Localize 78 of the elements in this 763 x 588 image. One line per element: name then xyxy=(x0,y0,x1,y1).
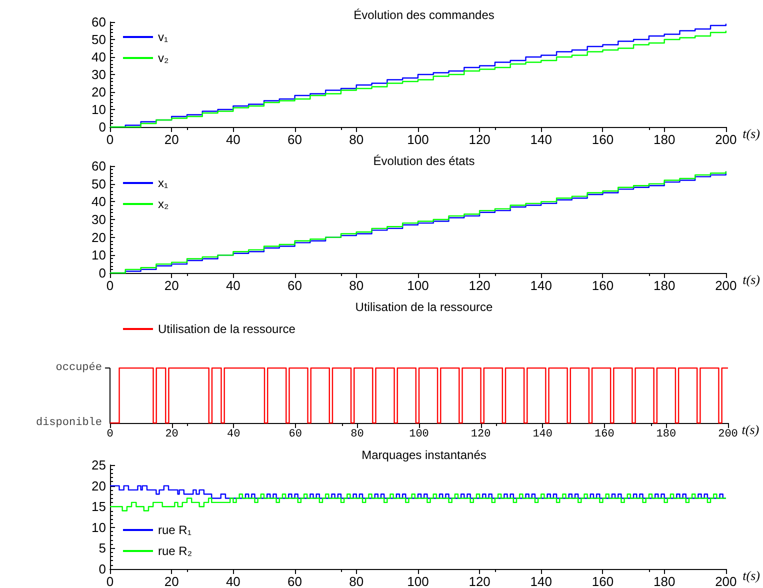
x-tick-label: 160 xyxy=(592,278,614,293)
x-tick-label: 40 xyxy=(226,132,240,147)
y-tick-label: 60 xyxy=(92,158,106,174)
legend-label: rue R₂ xyxy=(158,544,192,558)
y-tick-label: 0 xyxy=(98,120,106,134)
y-tick-label: 40 xyxy=(92,194,106,210)
x-axis-title: t(s) xyxy=(742,272,760,287)
x-tick-label: 20 xyxy=(165,428,178,440)
x-tick-label: 120 xyxy=(470,428,491,440)
legend-label: x₁ xyxy=(158,176,168,190)
x-tick-label: 100 xyxy=(407,132,429,147)
y-tick-label: 5 xyxy=(98,540,106,556)
legend-label: rue R₁ xyxy=(158,523,192,537)
x-tick-label: 160 xyxy=(592,574,614,588)
x-tick-label: 80 xyxy=(349,132,364,147)
x-tick-label: 180 xyxy=(653,132,676,147)
y-tick-label: 10 xyxy=(92,520,106,535)
x-tick-label: 100 xyxy=(407,278,429,293)
x-tick-label: 80 xyxy=(350,428,364,440)
x-tick-label: 180 xyxy=(656,428,676,440)
x-tick-label: 160 xyxy=(592,132,614,147)
legend-label: v₁ xyxy=(158,30,168,44)
y-tick-label: 20 xyxy=(92,84,106,100)
x-tick-label: 20 xyxy=(164,574,179,588)
x-tick-label: 80 xyxy=(349,278,364,293)
x-tick-label: 60 xyxy=(288,132,302,147)
y-tick-label: 50 xyxy=(92,32,106,47)
x-tick-label: 60 xyxy=(288,278,302,293)
chart-title: Marquages instantanés xyxy=(362,448,486,462)
x-tick-label: 100 xyxy=(407,574,429,588)
x-tick-label: 40 xyxy=(226,278,240,293)
y-tick-label: 60 xyxy=(92,14,106,30)
x-tick-label: 140 xyxy=(532,428,553,440)
legend-label: v₂ xyxy=(158,51,169,65)
x-tick-label: 140 xyxy=(530,278,552,293)
x-tick-label: 140 xyxy=(530,574,552,588)
x-tick-label: 100 xyxy=(409,428,429,440)
x-tick-label: 40 xyxy=(227,428,240,440)
x-tick-label: 200 xyxy=(715,278,737,293)
x-tick-label: 200 xyxy=(718,428,738,440)
y-tick-label: 30 xyxy=(92,67,106,82)
y-tick-label: 20 xyxy=(92,478,106,494)
y-tick-label: 25 xyxy=(92,458,106,472)
chart-title: Utilisation de la ressource xyxy=(355,300,494,314)
x-tick-label: 120 xyxy=(468,278,490,293)
y-tick-label: 15 xyxy=(92,499,106,514)
x-tick-label: 60 xyxy=(288,574,302,588)
text: occupée xyxy=(56,362,102,374)
x-tick-label: 180 xyxy=(653,278,676,293)
y-tick-label: 20 xyxy=(92,230,106,245)
y-tick-label: 10 xyxy=(92,102,106,117)
x-tick-label: 60 xyxy=(288,428,302,440)
y-tick-label: 50 xyxy=(92,176,106,192)
y-tick-label: 30 xyxy=(92,212,106,227)
x-tick-label: 120 xyxy=(468,574,490,588)
x-tick-label: 40 xyxy=(226,574,240,588)
x-tick-label: 160 xyxy=(594,428,614,440)
y-tick-label: 0 xyxy=(98,266,106,280)
legend-label: x₂ xyxy=(158,197,169,211)
y-tick-label: 0 xyxy=(98,562,106,576)
chart-title: Évolution des commandes xyxy=(354,8,494,22)
x-tick-label: 80 xyxy=(349,574,364,588)
legend-label: Utilisation de la ressource xyxy=(158,322,296,336)
chart-title: Évolution des états xyxy=(373,154,475,168)
x-axis-title: t(s) xyxy=(742,422,760,437)
x-tick-label: 200 xyxy=(715,574,737,588)
x-axis-title: t(s) xyxy=(742,126,760,141)
x-tick-label: 120 xyxy=(468,132,490,147)
y-tick-label: 10 xyxy=(92,248,106,263)
x-tick-label: 0 xyxy=(106,428,114,440)
x-tick-label: 180 xyxy=(653,574,676,588)
x-axis-title: t(s) xyxy=(742,568,760,583)
x-tick-label: 20 xyxy=(164,132,179,147)
text: disponible xyxy=(36,417,102,429)
x-tick-label: 200 xyxy=(715,132,737,147)
x-tick-label: 20 xyxy=(164,278,179,293)
y-tick-label: 40 xyxy=(92,50,106,64)
x-tick-label: 140 xyxy=(530,132,552,147)
